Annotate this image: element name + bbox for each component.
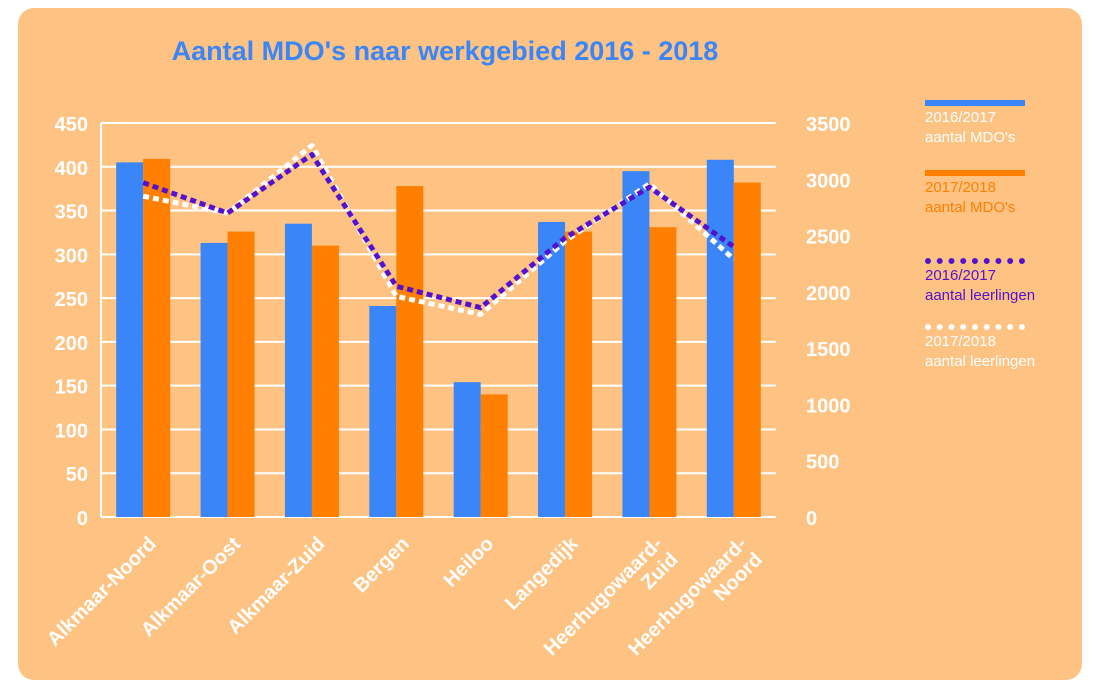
- bar-mdo-2016-2017: [706, 159, 734, 518]
- legend-item-leerlingen-2017-2018: 2017/2018 aantal leerlingen: [925, 324, 1075, 372]
- category-label: Heiloo: [439, 533, 498, 592]
- bar-mdo-2017-2018: [649, 227, 677, 518]
- bar-mdo-2016-2017: [369, 305, 397, 517]
- legend-swatch-line-purple: [925, 258, 1025, 264]
- chart-title: Aantal MDO's naar werkgebied 2016 - 2018: [172, 36, 719, 66]
- lines: [142, 143, 736, 317]
- bar-mdo-2017-2018: [311, 245, 339, 518]
- bar-mdo-2016-2017: [622, 171, 650, 517]
- bar-mdo-2017-2018: [733, 182, 761, 517]
- left-axis-tick-label: 450: [55, 114, 88, 136]
- left-axis-tick-label: 100: [55, 420, 88, 442]
- legend-swatch-line-white: [925, 324, 1025, 330]
- bar-mdo-2017-2018: [143, 158, 171, 518]
- legend-item-mdo-2017-2018: 2017/2018 aantal MDO's: [925, 170, 1075, 218]
- left-axis-tick-label: 250: [55, 289, 88, 311]
- legend-label-line1: 2016/2017: [925, 109, 996, 126]
- bar-mdo-2016-2017: [200, 242, 228, 517]
- left-axis-tick-label: 300: [55, 245, 88, 267]
- category-label-line: Bergen: [350, 533, 414, 597]
- bar-mdo-2017-2018: [480, 394, 508, 517]
- right-axis-tick-label: 2000: [806, 283, 851, 305]
- bar-mdo-2016-2017: [284, 223, 312, 517]
- bar-mdo-2017-2018: [396, 186, 424, 518]
- legend-label-line1: 2017/2018: [925, 333, 996, 350]
- left-axis-tick-label: 50: [66, 464, 88, 486]
- legend-label-line2: aantal leerlingen: [925, 287, 1036, 304]
- right-axis-tick-label: 2500: [806, 227, 851, 249]
- legend-swatch-bar-blue: [925, 100, 1025, 106]
- legend-label-line1: 2017/2018: [925, 179, 996, 196]
- legend-item-leerlingen-2016-2017: 2016/2017 aantal leerlingen: [925, 258, 1075, 306]
- legend-swatch-bar-orange: [925, 170, 1025, 176]
- category-label: Bergen: [350, 533, 414, 597]
- legend-label-line2: aantal MDO's: [925, 129, 1016, 146]
- legend-label-line2: aantal leerlingen: [925, 353, 1036, 370]
- right-axis-tick-label: 1000: [806, 395, 851, 417]
- bar-mdo-2017-2018: [227, 231, 255, 517]
- left-axis-tick-label: 350: [55, 202, 88, 224]
- line-leerlingen-2017-2018: [142, 143, 736, 317]
- legend-item-mdo-2016-2017: 2016/2017 aantal MDO's: [925, 100, 1075, 148]
- right-axis-tick-label: 3000: [806, 170, 851, 192]
- bar-mdo-2016-2017: [453, 382, 481, 517]
- legend-label-line1: 2016/2017: [925, 267, 996, 284]
- left-axis-tick-label: 150: [55, 377, 88, 399]
- bar-mdo-2016-2017: [538, 221, 566, 517]
- left-axis-tick-label: 400: [55, 158, 88, 180]
- category-label-line: Heiloo: [439, 533, 498, 592]
- right-axis-tick-label: 3500: [806, 114, 851, 136]
- left-axis-tick-label: 0: [77, 508, 88, 530]
- right-axis-tick-label: 0: [806, 508, 817, 530]
- bar-mdo-2016-2017: [116, 162, 144, 517]
- bar-mdo-2017-2018: [565, 231, 593, 517]
- right-axis-tick-label: 1500: [806, 339, 851, 361]
- category-label-line: Langedijk: [501, 532, 583, 614]
- category-label: Langedijk: [501, 532, 583, 614]
- line-leerlingen-2016-2017: [142, 152, 736, 311]
- left-axis-tick-label: 200: [55, 333, 88, 355]
- legend-label-line2: aantal MDO's: [925, 199, 1016, 216]
- right-axis-tick-label: 500: [806, 452, 839, 474]
- bars: [116, 158, 761, 518]
